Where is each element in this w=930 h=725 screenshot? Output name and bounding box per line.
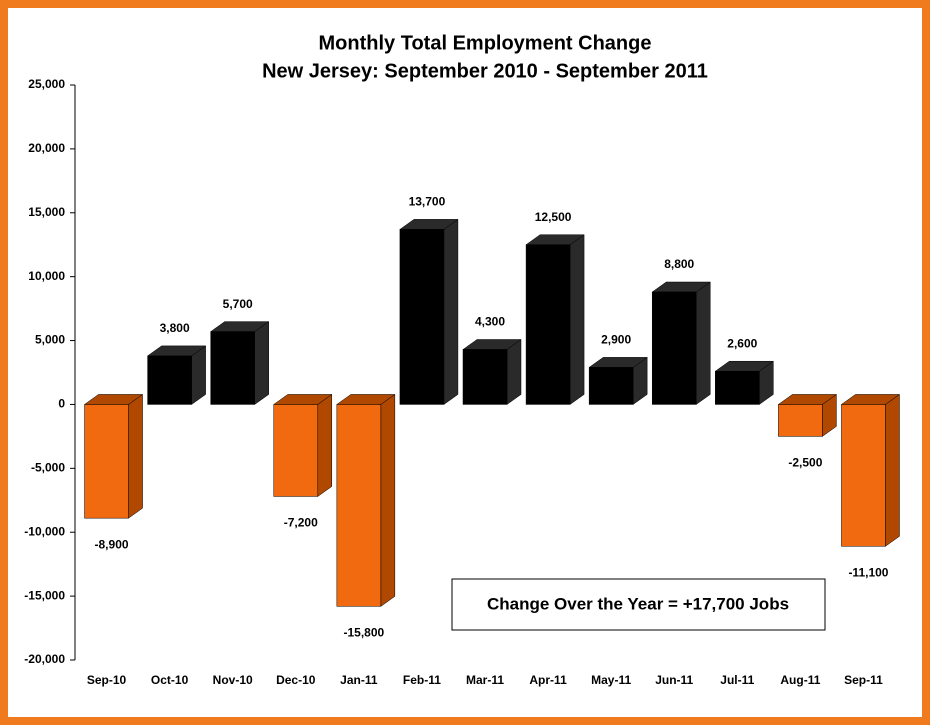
data-label: 4,300 — [475, 315, 505, 329]
data-label: -15,800 — [343, 626, 384, 640]
bar — [209, 321, 270, 405]
data-label: -7,200 — [284, 516, 318, 530]
bar — [651, 281, 712, 405]
bar-front — [273, 404, 319, 497]
x-tick-label: Apr-11 — [529, 673, 567, 687]
bar-side — [885, 393, 900, 547]
annotation-box — [451, 578, 826, 631]
annotation: Change Over the Year = +17,700 Jobs — [487, 594, 789, 613]
bar — [588, 356, 648, 405]
bar-side — [569, 234, 585, 405]
bar-front — [715, 370, 760, 405]
bar-side — [506, 339, 522, 405]
y-tick-label: -5,000 — [31, 461, 65, 475]
data-label: 3,800 — [160, 321, 190, 335]
y-tick-label: 10,000 — [28, 269, 65, 283]
x-tick-label: Mar-11 — [466, 673, 504, 687]
chart-subtitle: New Jersey: September 2010 - September 2… — [262, 60, 708, 82]
data-label: 12,500 — [535, 210, 572, 224]
data-label: 2,600 — [727, 336, 757, 350]
bar — [525, 234, 585, 405]
bar — [714, 360, 775, 405]
x-tick-label: Feb-11 — [403, 673, 441, 687]
y-tick-label: -15,000 — [24, 588, 65, 602]
data-label: 13,700 — [409, 195, 446, 209]
bar — [83, 393, 144, 519]
bar-front — [147, 355, 192, 405]
bar-front — [336, 404, 382, 607]
bar-front — [399, 229, 445, 405]
x-tick-label: Jul-11 — [720, 673, 754, 687]
y-tick-label: 25,000 — [28, 77, 65, 91]
chart-title: Monthly Total Employment Change — [319, 32, 652, 54]
bar-side — [317, 393, 333, 497]
bar-side — [695, 281, 711, 405]
x-tick-label: Aug-11 — [780, 673, 820, 687]
data-label: -2,500 — [788, 456, 822, 470]
bar — [272, 393, 333, 497]
data-label: 8,800 — [664, 257, 694, 271]
bar-front — [525, 244, 571, 405]
bar-side — [128, 393, 143, 519]
bar-front — [588, 367, 634, 405]
bar-front — [841, 404, 886, 547]
y-tick-label: -20,000 — [24, 652, 65, 666]
x-tick-label: Oct-10 — [151, 673, 189, 687]
bar-front — [462, 349, 508, 405]
x-tick-label: Sep-10 — [87, 673, 127, 687]
x-tick-label: Dec-10 — [276, 673, 316, 687]
x-tick-label: May-11 — [591, 673, 631, 687]
bar-side — [443, 218, 459, 405]
y-tick-label: -10,000 — [24, 524, 65, 538]
x-tick-label: Sep-11 — [844, 673, 883, 687]
data-label: 2,900 — [601, 333, 631, 347]
y-tick-label: 20,000 — [28, 141, 65, 155]
bar — [399, 218, 459, 405]
data-label: -8,900 — [95, 537, 129, 551]
y-tick-label: 15,000 — [28, 205, 65, 219]
bar-front — [778, 404, 823, 437]
bar-front — [210, 331, 255, 405]
bar-front — [651, 291, 697, 405]
x-tick-label: Jan-11 — [340, 673, 378, 687]
bar — [336, 393, 396, 607]
y-tick-label: 5,000 — [35, 333, 65, 347]
bar-side — [254, 321, 269, 405]
data-label: -11,100 — [848, 565, 888, 579]
bar-front — [84, 404, 129, 519]
data-label: 5,700 — [223, 297, 253, 311]
y-tick-label: 0 — [58, 397, 65, 411]
bar-side — [380, 393, 396, 607]
bar — [840, 393, 901, 547]
x-tick-label: Jun-11 — [655, 673, 693, 687]
bar — [462, 339, 522, 405]
x-tick-label: Nov-10 — [213, 673, 253, 687]
bar — [146, 345, 207, 405]
bar — [777, 393, 838, 437]
